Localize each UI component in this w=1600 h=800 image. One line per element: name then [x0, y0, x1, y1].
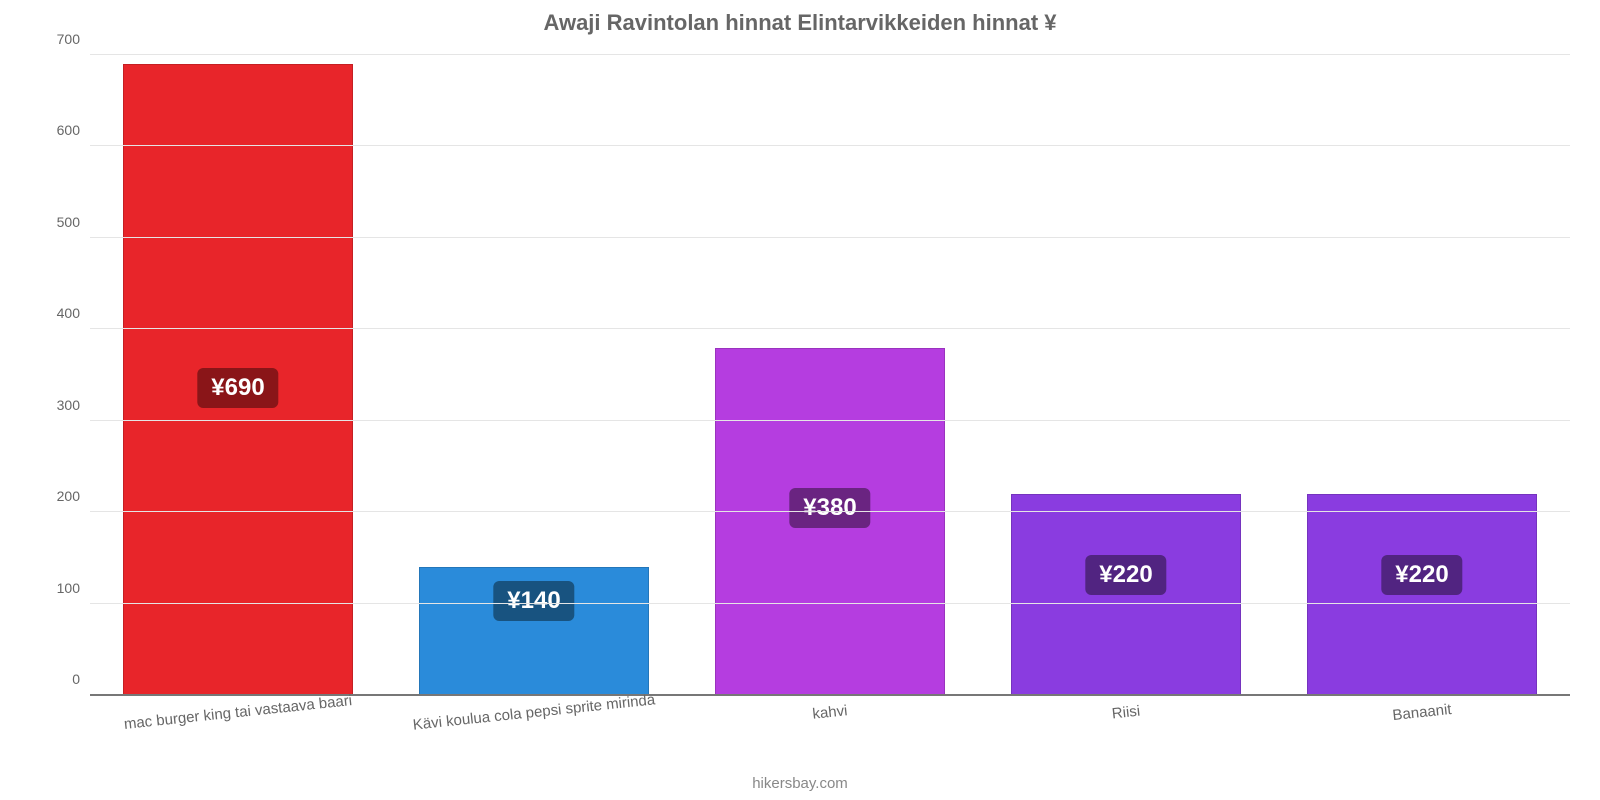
grid-line	[90, 603, 1570, 604]
ytick-label: 600	[57, 122, 90, 138]
plot-area: ¥690¥140¥380¥220¥220 0100200300400500600…	[90, 55, 1570, 695]
xlabel-slot: kahvi	[682, 700, 978, 760]
bar: ¥690	[123, 64, 354, 695]
x-axis-label: kahvi	[812, 702, 849, 723]
xlabel-slot: mac burger king tai vastaava baari	[90, 700, 386, 760]
xlabel-slot: Kävi koulua cola pepsi sprite mirinda	[386, 700, 682, 760]
bar-slot: ¥140	[386, 55, 682, 695]
bar-value-badge: ¥380	[789, 488, 870, 528]
x-axis-labels: mac burger king tai vastaava baariKävi k…	[90, 700, 1570, 760]
grid-line	[90, 54, 1570, 55]
ytick-label: 400	[57, 305, 90, 321]
xlabel-slot: Riisi	[978, 700, 1274, 760]
grid-line	[90, 511, 1570, 512]
chart-container: Awaji Ravintolan hinnat Elintarvikkeiden…	[0, 0, 1600, 800]
x-axis-label: Riisi	[1111, 703, 1141, 723]
ytick-label: 300	[57, 397, 90, 413]
ytick-label: 100	[57, 580, 90, 596]
chart-title: Awaji Ravintolan hinnat Elintarvikkeiden…	[0, 10, 1600, 36]
ytick-label: 500	[57, 214, 90, 230]
x-axis-label: Banaanit	[1392, 701, 1453, 724]
grid-line	[90, 237, 1570, 238]
grid-line	[90, 145, 1570, 146]
bar-slot: ¥380	[682, 55, 978, 695]
xlabel-slot: Banaanit	[1274, 700, 1570, 760]
ytick-label: 200	[57, 488, 90, 504]
ytick-label: 700	[57, 31, 90, 47]
bar: ¥220	[1011, 494, 1242, 695]
attribution-text: hikersbay.com	[0, 775, 1600, 792]
x-axis-label: mac burger king tai vastaava baari	[123, 692, 353, 733]
bar-slot: ¥220	[1274, 55, 1570, 695]
grid-line	[90, 328, 1570, 329]
bar-value-badge: ¥220	[1085, 555, 1166, 595]
bar-value-badge: ¥690	[197, 368, 278, 408]
ytick-label: 0	[72, 671, 90, 687]
bar-slot: ¥220	[978, 55, 1274, 695]
bar-value-badge: ¥140	[493, 581, 574, 621]
grid-line	[90, 420, 1570, 421]
x-axis-label: Kävi koulua cola pepsi sprite mirinda	[412, 691, 656, 733]
bar-value-badge: ¥220	[1381, 555, 1462, 595]
bar: ¥380	[715, 348, 946, 695]
bar: ¥140	[419, 567, 650, 695]
bar-slot: ¥690	[90, 55, 386, 695]
bar: ¥220	[1307, 494, 1538, 695]
bars-group: ¥690 ¥140 ¥380 ¥220 ¥220	[90, 55, 1570, 695]
